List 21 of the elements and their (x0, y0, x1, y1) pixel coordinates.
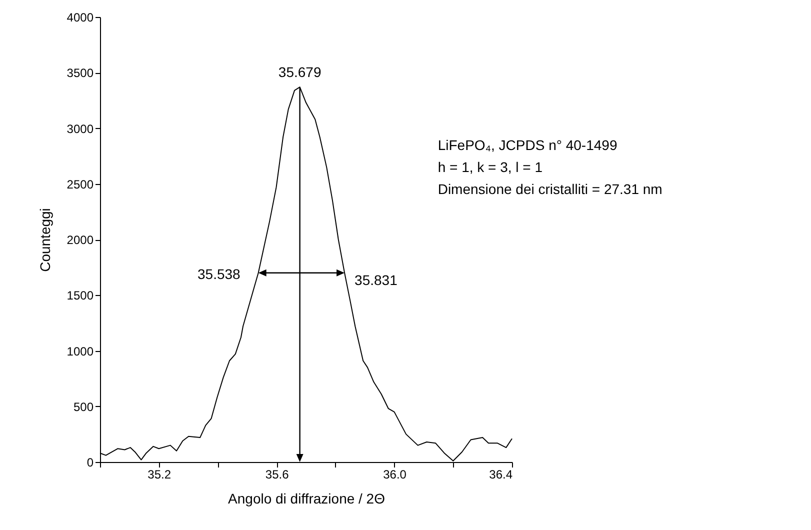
y-tick-label: 3500 (66, 66, 94, 80)
y-tick-label: 4000 (66, 10, 94, 24)
x-tick-label: 35.2 (148, 468, 172, 482)
y-tick-label: 2000 (66, 233, 94, 247)
y-axis-title: Counteggi (36, 208, 53, 272)
y-tick-label: 1500 (66, 288, 94, 303)
y-tick-label: 3000 (66, 122, 94, 136)
annotation: h = 1, k = 3, l = 1 (438, 159, 543, 176)
annotation: 35.679 (278, 64, 322, 80)
annotation: LiFePO₄, JCPDS n° 40-1499 (438, 137, 618, 154)
y-tick-label: 500 (73, 400, 94, 414)
annotation: 35.538 (198, 266, 241, 282)
x-axis-title: Angolo di diffrazione / 2Θ (228, 490, 386, 506)
x-tick-label: 36.4 (489, 468, 513, 482)
y-tick-label: 2500 (66, 177, 94, 192)
y-tick-label: 0 (86, 456, 94, 470)
x-tick-label: 36.0 (383, 468, 407, 482)
annotation: Dimensione dei cristalliti = 27.31 nm (438, 181, 662, 198)
annotation: 35.831 (354, 272, 398, 288)
y-tick-label: 1000 (66, 344, 94, 358)
x-tick-label: 35.6 (265, 468, 290, 482)
